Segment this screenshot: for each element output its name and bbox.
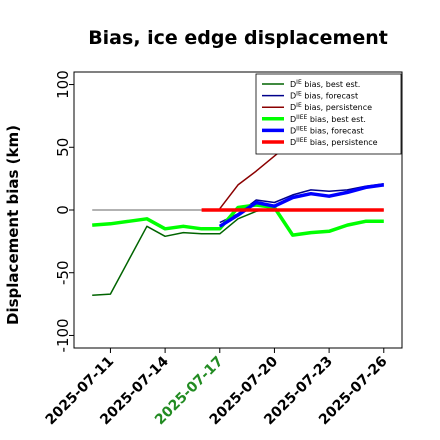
y-tick-label: 50 <box>54 138 72 157</box>
legend-label: DIIEE bias, best est. <box>290 114 366 124</box>
legend-label: DIE bias, persistence <box>290 102 372 112</box>
legend-label: DIIEE bias, persistence <box>290 137 378 147</box>
legend-label: DIIEE bias, forecast <box>290 125 364 135</box>
y-tick-label: -50 <box>54 260 72 285</box>
y-tick-label: 0 <box>54 205 72 215</box>
series-layer <box>92 127 385 297</box>
legend-label: DIE bias, best est. <box>290 79 360 89</box>
y-axis: 100 50 0 -50 -100 <box>54 70 74 352</box>
legend: DIE bias, best est. DIE bias, forecastDIE… <box>255 73 402 155</box>
chart-title: Bias, ice edge displacement <box>88 27 388 49</box>
y-tick-label: -100 <box>54 318 72 352</box>
y-axis-label: Displacement bias (km) <box>4 125 22 325</box>
legend-label: DIE bias, forecast <box>290 91 358 101</box>
x-axis: 2025-07-112025-07-142025-07-172025-07-20… <box>43 348 391 428</box>
series-line-1 <box>92 206 275 297</box>
y-tick-label: 100 <box>54 70 72 99</box>
series-line-4 <box>92 203 384 237</box>
